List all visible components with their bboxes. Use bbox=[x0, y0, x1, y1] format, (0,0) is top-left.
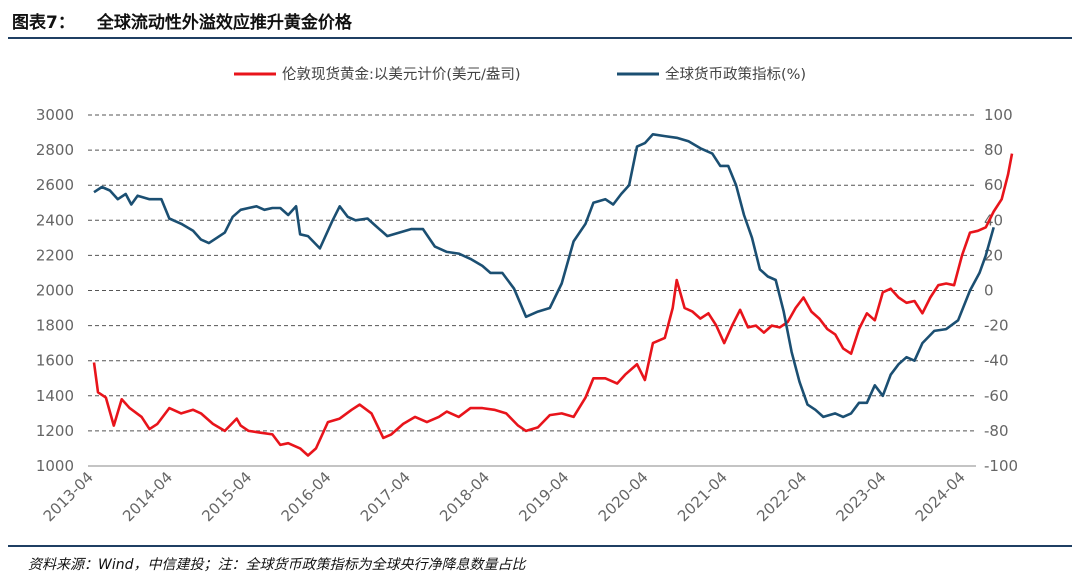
left-axis-tick-label: 2400 bbox=[36, 211, 74, 229]
right-axis-tick-label: 40 bbox=[984, 211, 1003, 229]
x-axis-tick-label: 2017-04 bbox=[357, 468, 414, 525]
right-axis-tick-label: 20 bbox=[984, 246, 1003, 264]
left-axis-tick-label: 2800 bbox=[36, 141, 74, 159]
right-axis-tick-label: 80 bbox=[984, 141, 1003, 159]
footer-rule bbox=[8, 545, 1072, 547]
x-axis-tick-label: 2019-04 bbox=[515, 468, 572, 525]
right-axis-tick-label: 60 bbox=[984, 176, 1003, 194]
right-axis-tick-label: -20 bbox=[984, 317, 1009, 335]
left-axis-tick-label: 2000 bbox=[36, 282, 74, 300]
figure-number: 图表7： bbox=[12, 13, 75, 33]
x-axis-tick-label: 2013-04 bbox=[40, 468, 97, 525]
x-axis-ticks: 2013-04 2014-04 2015-04 2016-04 2017-04 2018-… bbox=[40, 468, 969, 525]
x-axis-tick-label: 2022-04 bbox=[753, 468, 810, 525]
left-axis-tick-label: 1000 bbox=[36, 457, 74, 475]
gold-price-line bbox=[92, 153, 1014, 457]
right-axis-tick-label: 100 bbox=[984, 106, 1013, 124]
legend-label-gold: 伦敦现货黄金:以美元计价(美元/盎司) bbox=[282, 66, 521, 83]
legend-label-policy: 全球货币政策指标(%) bbox=[665, 65, 806, 83]
x-axis-tick-label: 2020-04 bbox=[595, 468, 652, 525]
x-axis-tick-label: 2024-04 bbox=[912, 468, 969, 525]
figure-title: 图表7： 全球流动性外溢效应推升黄金价格 bbox=[12, 8, 352, 33]
left-axis-tick-label: 1800 bbox=[36, 317, 74, 335]
right-axis-tick-label: -100 bbox=[984, 457, 1018, 475]
header-rule bbox=[8, 37, 1072, 39]
right-axis-tick-label: 0 bbox=[984, 282, 994, 300]
left-axis-tick-label: 3000 bbox=[36, 106, 74, 124]
legend: 伦敦现货黄金:以美元计价(美元/盎司) 全球货币政策指标(%) bbox=[234, 65, 806, 83]
source-note: 资料来源：Wind，中信建投；注：全球货币政策指标为全球央行净降息数量占比 bbox=[28, 557, 526, 573]
left-axis-tick-label: 2600 bbox=[36, 176, 74, 194]
left-axis-tick-label: 1600 bbox=[36, 352, 74, 370]
x-axis-tick-label: 2023-04 bbox=[833, 468, 890, 525]
left-axis-tick-label: 1200 bbox=[36, 422, 74, 440]
series-layer bbox=[92, 133, 1014, 457]
x-axis-tick-label: 2015-04 bbox=[198, 468, 255, 525]
left-axis-tick-label: 1400 bbox=[36, 387, 74, 405]
figure-title-text: 全球流动性外溢效应推升黄金价格 bbox=[96, 13, 352, 33]
left-axis-ticks: 1000 1200 1400 1600 1800 2000 2200 2400 2600 2800… bbox=[36, 106, 74, 475]
x-axis-tick-label: 2021-04 bbox=[674, 468, 731, 525]
right-axis-ticks: -100 -80 -60 -40 -20 0 20 40 60 80 100 bbox=[984, 106, 1018, 475]
left-axis-tick-label: 2200 bbox=[36, 246, 74, 264]
right-axis-tick-label: -40 bbox=[984, 352, 1009, 370]
grid-lines bbox=[88, 114, 976, 467]
x-axis-tick-label: 2014-04 bbox=[119, 468, 176, 525]
x-axis-tick-label: 2016-04 bbox=[278, 468, 335, 525]
policy-indicator-line bbox=[93, 133, 995, 419]
right-axis-tick-label: -80 bbox=[984, 422, 1009, 440]
x-axis-tick-label: 2018-04 bbox=[436, 468, 493, 525]
right-axis-tick-label: -60 bbox=[984, 387, 1009, 405]
